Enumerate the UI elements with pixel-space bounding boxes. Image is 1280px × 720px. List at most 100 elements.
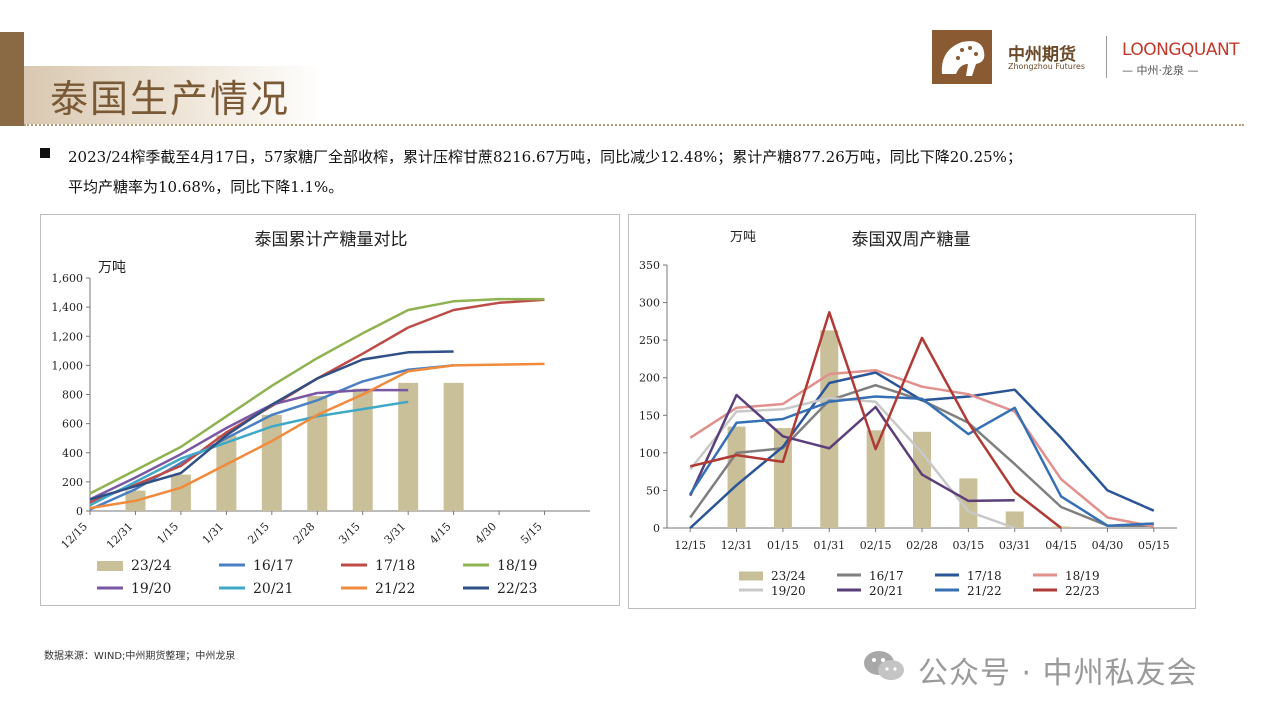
x-tick-label: 12/31 <box>721 539 753 552</box>
legend-label: 16/17 <box>253 558 293 574</box>
x-tick-label: 02/15 <box>860 539 892 552</box>
x-tick-label: 12/15 <box>674 539 706 552</box>
brand-name-en: Zhongzhou Futures <box>1008 62 1086 71</box>
x-tick-label: 2/15 <box>245 520 272 547</box>
legend-label: 17/18 <box>967 569 1002 583</box>
data-source-note: 数据来源：WIND;中州期货整理；中州龙泉 <box>44 651 236 662</box>
x-tick-label: 1/15 <box>154 520 181 547</box>
legend-label: 18/19 <box>1065 569 1100 583</box>
legend-label: 22/23 <box>497 581 537 597</box>
bar-23-24 <box>352 388 373 511</box>
y-tick-label: 600 <box>62 418 83 431</box>
x-tick-label: 1/31 <box>200 520 227 547</box>
y-tick-label: 1,000 <box>52 359 84 372</box>
brand-name-cn: 中州期货 <box>1008 45 1076 65</box>
x-tick-label: 02/28 <box>906 539 938 552</box>
y-axis-unit-label: 万吨 <box>98 260 126 276</box>
series-line-19-20 <box>89 388 409 501</box>
x-tick-label: 12/15 <box>59 520 91 552</box>
y-tick-label: 150 <box>639 409 660 422</box>
x-tick-label: 12/31 <box>104 520 136 552</box>
y-tick-label: 1,200 <box>52 330 84 343</box>
title-accent-bar <box>0 32 24 126</box>
series-line-21-22 <box>689 395 1154 527</box>
summary-line-1: 2023/24榨季截至4月17日，57家糖厂全部收榨，累计压榨甘蔗8216.67… <box>68 148 1022 166</box>
bar-23-24 <box>727 426 746 528</box>
title-divider <box>24 124 1244 126</box>
watermark-text: 公众号 · 中州私友会 <box>918 656 1198 691</box>
series-line-21-22 <box>89 362 545 510</box>
y-tick-label: 400 <box>62 447 83 460</box>
y-tick-label: 350 <box>639 259 660 272</box>
series-line-22-23 <box>89 350 454 501</box>
legend-label: 17/18 <box>375 558 415 574</box>
title-band <box>24 66 324 124</box>
legend-swatch <box>97 561 123 571</box>
y-tick-label: 0 <box>653 522 660 535</box>
bar-23-24 <box>307 395 328 511</box>
bullet-square <box>40 148 50 158</box>
y-axis-unit-label: 万吨 <box>730 230 756 245</box>
y-tick-label: 200 <box>62 476 83 489</box>
x-tick-label: 4/30 <box>473 520 500 547</box>
zhongzhou-logo-icon <box>932 30 992 84</box>
x-tick-label: 5/15 <box>518 520 545 547</box>
x-tick-label: 4/15 <box>427 520 454 547</box>
legend-label: 21/22 <box>375 581 415 597</box>
legend-label: 19/20 <box>771 584 806 598</box>
legend-label: 18/19 <box>497 558 537 574</box>
x-tick-label: 04/30 <box>1092 539 1124 552</box>
x-tick-label: 01/31 <box>813 539 845 552</box>
series-line-22-23 <box>689 311 1062 529</box>
legend-label: 21/22 <box>967 584 1002 598</box>
cumulative-chart-panel: 泰国累计产糖量对比万吨 0 200 400 600 800 1,000 1,200 1,400 1… <box>40 214 620 606</box>
y-tick-label: 50 <box>646 484 660 497</box>
y-tick-label: 300 <box>639 297 660 310</box>
bar-23-24 <box>1005 511 1024 528</box>
bar-23-24 <box>820 330 839 528</box>
chart-title: 泰国双周产糖量 <box>852 230 971 250</box>
page-title: 泰国生产情况 <box>50 77 291 121</box>
y-tick-label: 1,600 <box>52 272 84 285</box>
summary-line-2: 平均产糖率为10.68%，同比下降1.1%。 <box>68 178 344 196</box>
y-tick-label: 250 <box>639 334 660 347</box>
series-line-20-21 <box>89 400 409 507</box>
x-tick-label: 05/15 <box>1138 539 1170 552</box>
legend-swatch <box>739 571 763 581</box>
series-line-16-17 <box>89 364 454 511</box>
bar-23-24 <box>443 382 464 511</box>
x-tick-label: 2/28 <box>291 520 318 547</box>
biweekly-chart-panel: 泰国双周产糖量 万吨 0 50 100 150 200 250 300 350 12/15 12/31… <box>628 214 1196 609</box>
summary-text: 2023/24榨季截至4月17日，57家糖厂全部收榨，累计压榨甘蔗8216.67… <box>68 142 1198 202</box>
y-tick-label: 0 <box>76 505 83 518</box>
legend-label: 16/17 <box>869 569 904 583</box>
x-tick-label: 03/31 <box>999 539 1031 552</box>
x-tick-label: 04/15 <box>1045 539 1077 552</box>
legend-label: 22/23 <box>1065 584 1100 598</box>
y-tick-label: 100 <box>639 447 660 460</box>
x-tick-label: 3/15 <box>336 520 363 547</box>
legend-label: 20/21 <box>253 581 293 597</box>
series-line-18-19 <box>689 368 1155 528</box>
y-tick-label: 1,400 <box>52 301 84 314</box>
loongquant-logo: LOONGQUANT <box>1122 40 1240 60</box>
y-tick-label: 200 <box>639 372 660 385</box>
legend-label: 23/24 <box>771 569 806 583</box>
brand-divider <box>1106 36 1107 78</box>
bar-23-24 <box>773 428 792 528</box>
legend-label: 23/24 <box>131 558 171 574</box>
x-tick-label: 03/15 <box>953 539 985 552</box>
bar-23-24 <box>913 431 931 528</box>
bar-23-24 <box>866 430 885 528</box>
wechat-icon <box>864 651 904 680</box>
y-tick-label: 800 <box>62 389 83 402</box>
chart-title: 泰国累计产糖量对比 <box>255 230 408 250</box>
series-line-18-19 <box>89 297 545 495</box>
bar-23-24 <box>170 474 191 511</box>
x-tick-label: 3/31 <box>382 520 409 547</box>
bar-23-24 <box>216 435 237 511</box>
legend-label: 19/20 <box>131 581 171 597</box>
bar-23-24 <box>398 382 419 511</box>
loongquant-subtitle: — 中州·龙泉 — <box>1122 64 1199 77</box>
